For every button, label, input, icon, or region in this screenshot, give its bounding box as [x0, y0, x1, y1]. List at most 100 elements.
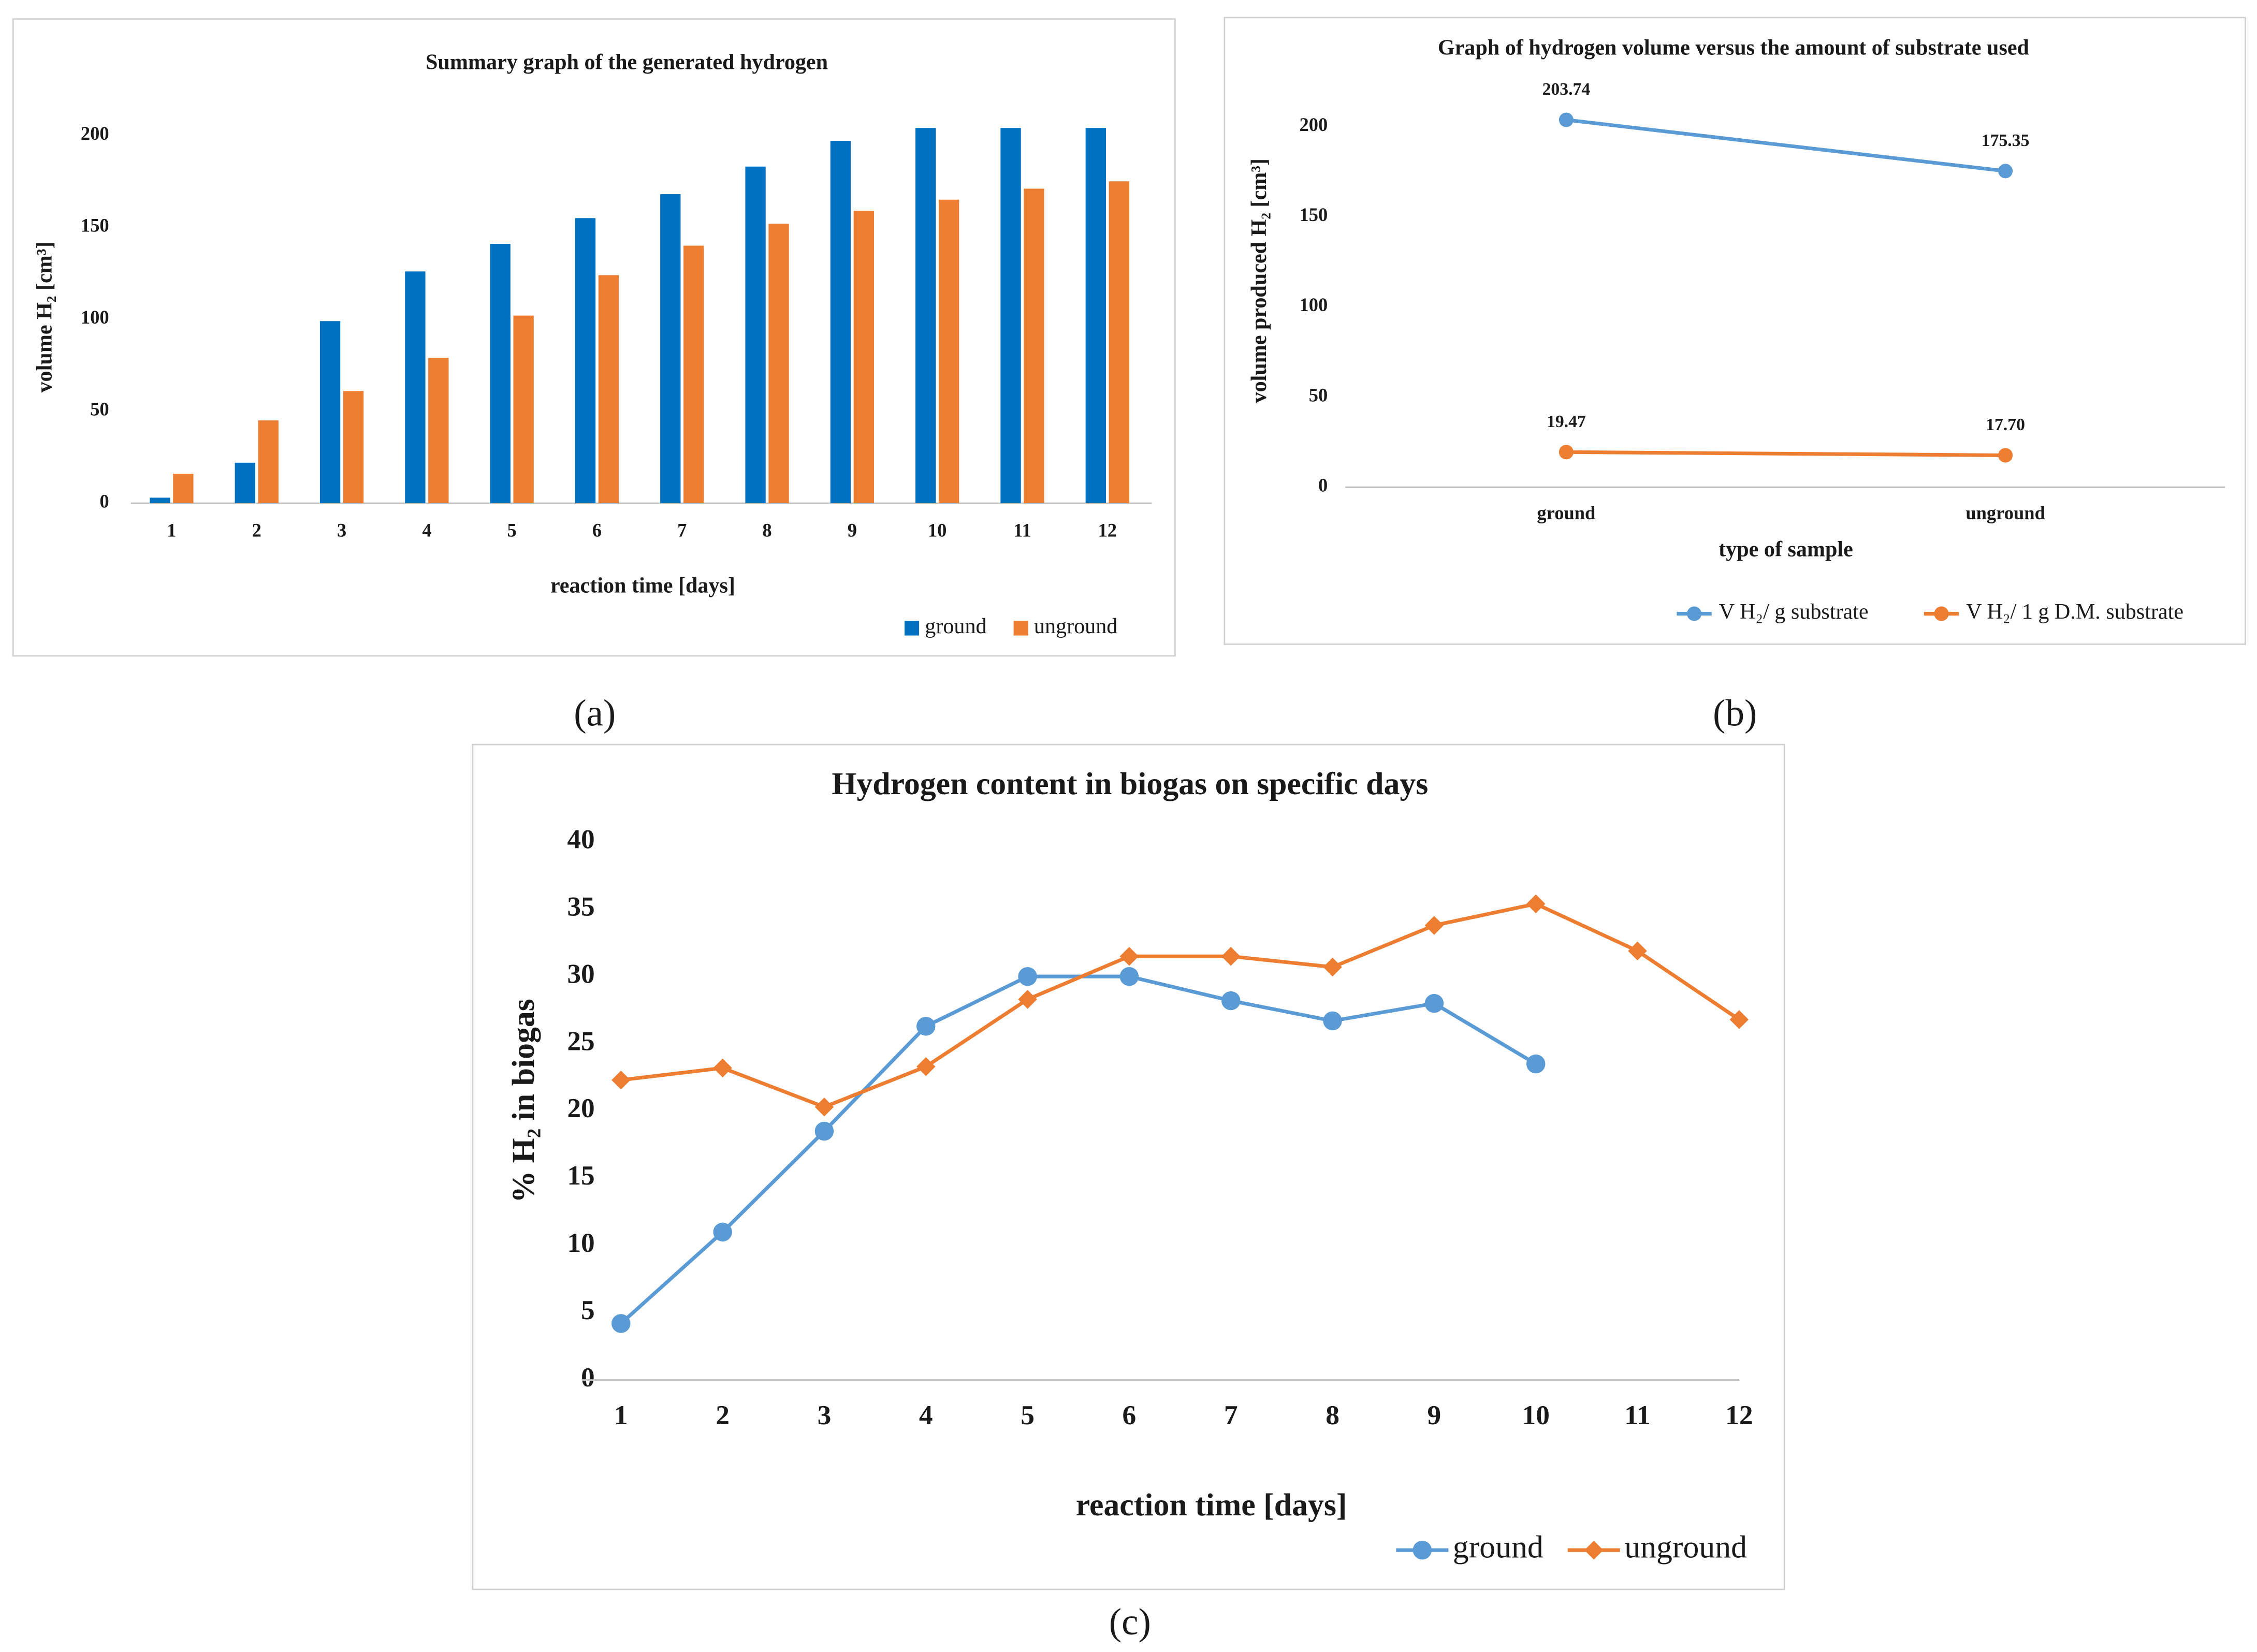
point: [916, 1057, 936, 1076]
line: [1566, 450, 2006, 457]
line: [1566, 118, 2006, 173]
point: [1018, 967, 1037, 986]
bar: [683, 245, 704, 503]
panel-label: (b): [1713, 692, 1757, 734]
data-label: 17.70: [1986, 415, 2025, 434]
legend-marker: [1584, 1540, 1604, 1560]
panel-frame: [1224, 17, 2246, 645]
y-tick-label: 35: [567, 891, 594, 922]
y-tick-label: 30: [567, 958, 594, 989]
y-tick-label: 15: [567, 1160, 594, 1191]
bar: [490, 244, 511, 503]
x-tick-label: 10: [928, 520, 947, 541]
point: [1628, 941, 1647, 961]
legend-label: V H₂/ g substrate: [1719, 600, 1869, 624]
x-axis-label: reaction time [days]: [1076, 1487, 1347, 1523]
x-tick-label: 6: [1123, 1399, 1137, 1430]
legend-marker: [1413, 1540, 1432, 1560]
point: [1998, 448, 2013, 463]
point: [1119, 967, 1139, 986]
point: [611, 1314, 631, 1333]
data-label: 19.47: [1547, 412, 1586, 431]
bar: [1000, 128, 1021, 503]
point: [1323, 1011, 1342, 1031]
x-tick-label: 7: [677, 520, 687, 541]
legend-label: ground: [925, 614, 986, 638]
x-tick-label: 8: [1326, 1399, 1339, 1430]
bar: [173, 474, 194, 503]
panel-frame: [472, 743, 1785, 1590]
legend-label: unground: [1034, 614, 1117, 638]
y-tick-label: 0: [581, 1362, 595, 1393]
legend-swatch: [1013, 621, 1028, 636]
x-tick-label: 11: [1624, 1399, 1650, 1430]
y-tick-label: 40: [567, 824, 594, 855]
point: [814, 1097, 834, 1117]
x-tick-label: 5: [507, 520, 517, 541]
bar: [319, 321, 341, 503]
x-tick-label: unground: [1965, 502, 2045, 523]
x-tick-label: 1: [167, 520, 176, 541]
x-tick-label: 3: [337, 520, 346, 541]
point: [1424, 916, 1444, 935]
point: [1221, 991, 1241, 1011]
point: [1559, 445, 1574, 460]
y-tick-label: 150: [81, 214, 109, 236]
y-tick-label: 150: [1300, 204, 1328, 225]
point: [1526, 1054, 1546, 1074]
point: [1424, 993, 1444, 1013]
x-tick-label: 5: [1021, 1399, 1035, 1430]
y-tick-label: 100: [1300, 294, 1328, 315]
bar: [150, 498, 170, 503]
x-axis-label: type of sample: [1719, 537, 1853, 561]
bar: [853, 211, 874, 503]
point: [1729, 1010, 1749, 1029]
bar: [938, 199, 959, 503]
y-tick-label: 25: [567, 1025, 594, 1056]
point: [1119, 946, 1139, 966]
bar: [1024, 188, 1044, 503]
y-tick-label: 50: [90, 399, 109, 420]
x-tick-label: 9: [1428, 1399, 1441, 1430]
y-tick-label: 20: [567, 1092, 594, 1123]
y-tick-label: 5: [581, 1294, 595, 1325]
point: [1998, 164, 2013, 179]
x-tick-label: 10: [1522, 1399, 1550, 1430]
y-tick-label: 0: [99, 490, 109, 511]
x-tick-label: 6: [592, 520, 602, 541]
bar: [1109, 181, 1129, 503]
point: [1018, 990, 1037, 1009]
y-axis-label: % H₂ in biogas: [506, 999, 541, 1203]
x-tick-label: 4: [422, 520, 431, 541]
y-tick-label: 200: [81, 123, 109, 144]
point: [1559, 112, 1574, 127]
chart-title: Hydrogen content in biogas on specific d…: [832, 766, 1428, 801]
bar: [258, 420, 279, 503]
y-tick-label: 100: [81, 306, 109, 328]
bar: [830, 141, 851, 503]
bar: [513, 315, 534, 503]
point: [1221, 946, 1241, 966]
y-tick-label: 0: [1318, 474, 1328, 495]
bar: [428, 358, 449, 503]
line: [620, 902, 1740, 1109]
legend-marker: [1934, 606, 1949, 621]
bar: [598, 275, 619, 503]
point: [713, 1222, 732, 1242]
bar: [235, 462, 255, 503]
point: [916, 1017, 936, 1036]
bar: [575, 218, 596, 503]
chart-title: Graph of hydrogen volume versus the amou…: [1438, 35, 2029, 60]
x-tick-label: 8: [762, 520, 771, 541]
x-tick-label: 12: [1098, 520, 1117, 541]
legend-label: ground: [1453, 1529, 1544, 1565]
x-tick-label: 2: [716, 1399, 730, 1430]
legend-marker: [1687, 606, 1702, 621]
legend-label: unground: [1624, 1529, 1747, 1565]
legend-swatch: [904, 621, 920, 636]
y-tick-label: 200: [1300, 114, 1328, 135]
x-tick-label: 4: [919, 1399, 933, 1430]
x-tick-label: 7: [1224, 1399, 1238, 1430]
panel-label: (c): [1109, 1601, 1151, 1643]
